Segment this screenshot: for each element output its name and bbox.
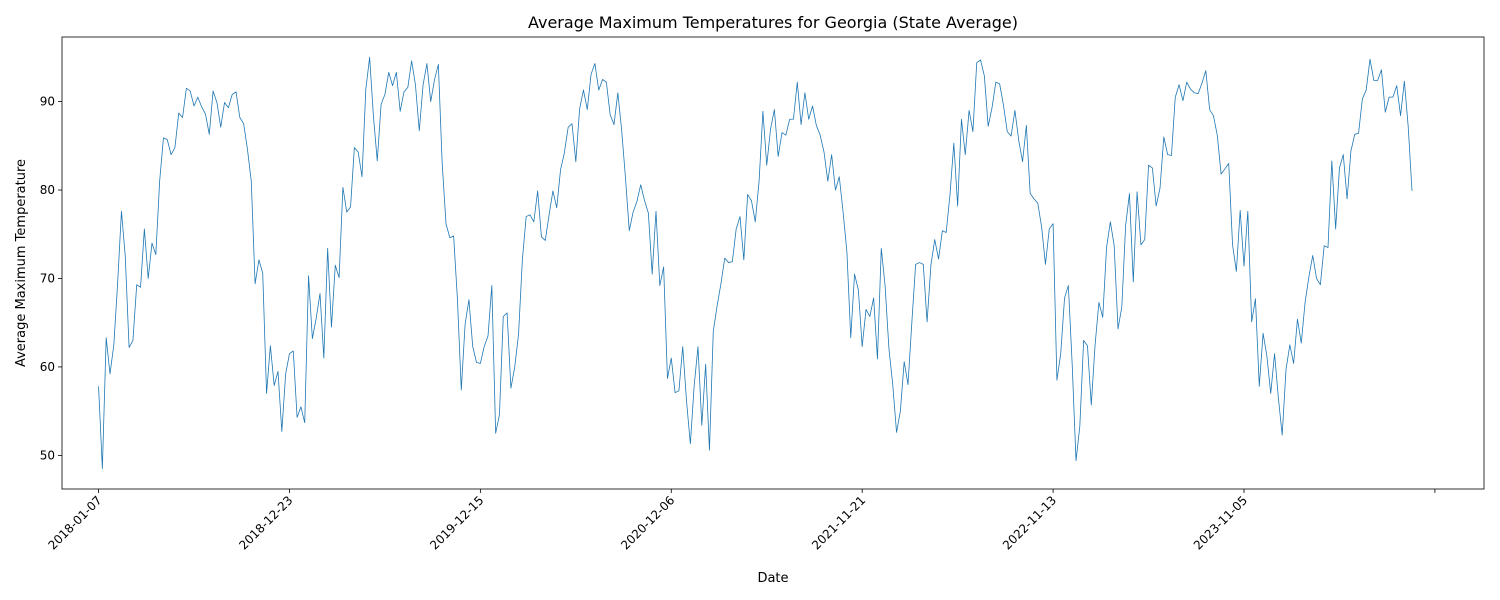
plot-area [98,56,1413,470]
x-axis-label: Date [757,571,788,586]
y-axis-label: Average Maximum Temperature [14,159,29,367]
y-tick-label: 60 [40,360,55,374]
y-axis: 50 60 70 80 90 [40,95,62,462]
plot-frame [61,36,1485,490]
series-line [98,56,1413,470]
y-tick-label: 70 [40,271,55,285]
y-tick-label: 90 [40,95,55,109]
chart-title: Average Maximum Temperatures for Georgia… [528,13,1018,32]
y-tick-label: 80 [40,183,55,197]
y-tick-label: 50 [40,448,55,462]
